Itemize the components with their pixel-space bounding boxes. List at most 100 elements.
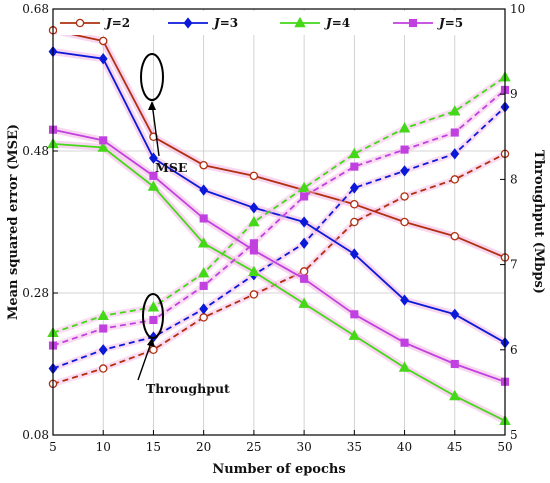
series-2 [47, 71, 511, 426]
mse-line [52, 143, 506, 422]
x-tick-label: 30 [296, 440, 311, 454]
throughput-line [52, 76, 506, 334]
legend-marker [183, 17, 193, 29]
mse-point [98, 36, 108, 46]
mse-point [400, 217, 409, 227]
mse-point [248, 265, 260, 276]
throughput-point [299, 237, 309, 249]
legend-marker [75, 18, 85, 28]
x-tick-label: 35 [347, 440, 362, 454]
mse-point [298, 297, 310, 308]
mse-point [149, 171, 158, 180]
mse-point [249, 246, 258, 255]
series-layer [47, 26, 511, 426]
y-right-tick-label: 6 [510, 343, 518, 357]
mse-point [98, 53, 108, 65]
throughput-point [350, 162, 359, 171]
throughput-point [450, 175, 460, 184]
y-right-tick-label: 9 [510, 87, 518, 101]
x-tick-label: 25 [246, 440, 261, 454]
mse-point [99, 136, 108, 145]
mse-point [197, 237, 210, 248]
x-axis-title: Number of epochs [212, 462, 345, 477]
throughput-point [197, 266, 210, 278]
legend-item: J=3 [168, 16, 238, 30]
y-left-tick-label: 0.08 [22, 428, 49, 442]
mse-point [349, 248, 359, 260]
mse-point [348, 329, 361, 340]
mse-point [249, 202, 259, 214]
throughput-point [98, 344, 108, 356]
mse-point [350, 199, 359, 209]
throughput-point [398, 122, 411, 133]
throughput-point [149, 315, 158, 325]
x-tick-label: 45 [447, 440, 462, 454]
throughput-point [400, 192, 409, 201]
throughput-point [249, 239, 258, 248]
x-tick-label: 20 [196, 440, 211, 454]
x-tick-label: 40 [397, 440, 412, 454]
mse-point [450, 308, 460, 320]
throughput-point [348, 147, 361, 159]
mse-point [450, 231, 460, 241]
annotations: MSE Throughput [137, 53, 230, 396]
mse-point [97, 141, 109, 152]
throughput-point [199, 281, 208, 290]
annotation-throughput: Throughput [146, 381, 230, 396]
y-right-tick-label: 10 [510, 2, 525, 16]
y-right-tick-label: 8 [510, 172, 518, 186]
mse-point [449, 389, 461, 401]
throughput-point [449, 105, 461, 116]
throughput-point [298, 181, 310, 193]
series-3 [48, 85, 510, 386]
mse-point [400, 338, 409, 347]
mse-point [350, 310, 359, 319]
y-right-tick-label: 7 [510, 258, 518, 272]
legend-label: J=3 [212, 16, 238, 30]
y-left-tick-label: 0.68 [22, 2, 49, 16]
legend-marker [408, 18, 418, 28]
legend-label: J=5 [437, 16, 463, 30]
throughput-point [149, 345, 158, 355]
throughput-arrow [137, 339, 153, 381]
y-left-tick-label: 0.28 [22, 286, 49, 300]
mse-line [52, 128, 506, 383]
legend-marker [294, 16, 306, 28]
throughput-point [249, 290, 259, 299]
mse-point [400, 294, 409, 306]
throughput-point [450, 148, 460, 160]
mse-point [149, 152, 158, 164]
throughput-point [199, 303, 209, 315]
mse-point [147, 180, 160, 191]
y-left-tick-label: 0.48 [22, 144, 49, 158]
throughput-highlight-ellipse [142, 293, 164, 339]
legend-item: J=4 [280, 16, 350, 30]
y-right-tick-label: 5 [510, 428, 518, 442]
legend-item: J=5 [393, 16, 463, 30]
legend: J=2 J=3 J=4 J=5 [57, 11, 503, 35]
mse-highlight-ellipse [140, 53, 164, 101]
legend-label: J=2 [104, 16, 130, 30]
mse-line [52, 50, 506, 344]
throughput-point [450, 128, 459, 137]
throughput-point [99, 324, 108, 333]
series-1 [48, 45, 510, 375]
throughput-point [350, 217, 359, 227]
throughput-point [248, 215, 260, 227]
throughput-point [400, 165, 409, 177]
y-axis-right-title: Throughput (Mbps) [531, 150, 546, 294]
plot-frame [52, 8, 506, 436]
throughput-arrowhead [147, 338, 155, 347]
throughput-point [300, 192, 309, 201]
x-tick-label: 50 [497, 440, 512, 454]
mse-point [450, 359, 459, 369]
throughput-shadow-line [52, 151, 507, 387]
mse-arrowhead [148, 101, 156, 110]
throughput-point [97, 309, 109, 320]
throughput-point [199, 313, 208, 322]
mse-line [52, 29, 506, 259]
legend-item: J=2 [60, 16, 130, 30]
x-tick-label: 10 [96, 440, 111, 454]
mse-point [300, 274, 309, 283]
